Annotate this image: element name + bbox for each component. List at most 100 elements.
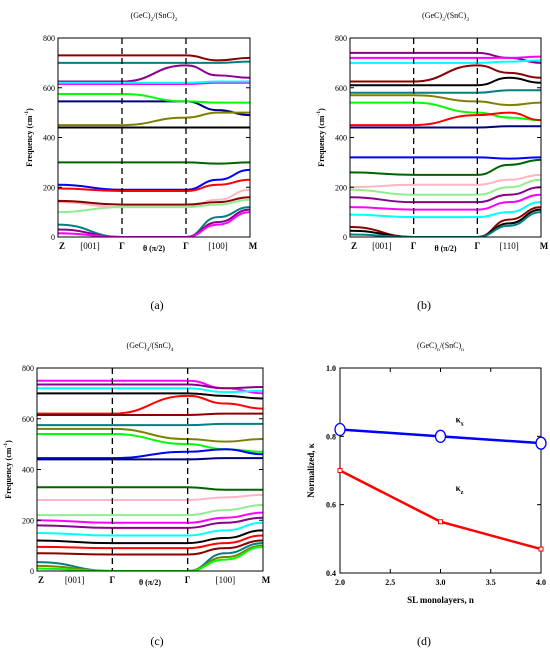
plot-frame bbox=[349, 37, 542, 238]
y-tick-label: 400 bbox=[43, 134, 55, 143]
caption-a: (a) bbox=[150, 298, 164, 312]
phonon-branch bbox=[37, 542, 263, 571]
kappa-marker bbox=[535, 436, 547, 450]
y-axis-label: Normalized, κ bbox=[306, 443, 316, 497]
x-tick-label: Γ bbox=[474, 241, 480, 251]
phonon-branch bbox=[58, 111, 250, 127]
phonon-branch bbox=[37, 383, 263, 390]
text-part: κ bbox=[456, 483, 461, 493]
y-tick-label: 400 bbox=[335, 134, 347, 143]
y-tick-label: 800 bbox=[43, 34, 55, 43]
phonon-branch bbox=[37, 529, 263, 545]
y-tick-label: 200 bbox=[22, 516, 34, 525]
phonon-branch bbox=[58, 64, 250, 83]
text-part: Frequency (cm bbox=[4, 447, 13, 499]
panel-title: (GeC)3/(SnC)3 bbox=[422, 11, 469, 23]
text-part: -1 bbox=[3, 443, 9, 448]
panel-title: (GeC)2/(SnC)2 bbox=[131, 11, 178, 23]
panel-title: (GeC)n/(SnC)n bbox=[417, 341, 464, 353]
y-tick-label: 0.4 bbox=[326, 569, 336, 578]
x-tick-label: Z bbox=[351, 241, 357, 251]
x-tick-label: θ (π/2) bbox=[139, 578, 161, 587]
text-part: -1 bbox=[24, 111, 30, 116]
x-tick-label: [100] bbox=[208, 241, 228, 251]
text-part: ) bbox=[4, 440, 13, 443]
x-tick-label: 2.5 bbox=[385, 578, 395, 587]
plot-frame bbox=[339, 367, 542, 574]
phonon-branch bbox=[37, 539, 263, 556]
phonon-branch bbox=[58, 206, 250, 237]
x-tick-label: M bbox=[249, 241, 258, 251]
phonon-branch bbox=[37, 511, 263, 524]
phonon-branch bbox=[37, 392, 263, 400]
y-axis-label: Frequency (cm-1) bbox=[316, 108, 326, 167]
phonon-branch bbox=[58, 161, 250, 165]
text-part: (GeC) bbox=[131, 11, 151, 20]
kappa-line bbox=[339, 469, 542, 551]
phonon-branch bbox=[58, 54, 250, 62]
y-tick-label: 800 bbox=[22, 364, 34, 373]
y-tick-label: 1.0 bbox=[326, 364, 336, 373]
y-axis-label: Frequency (cm-1) bbox=[3, 440, 13, 499]
x-tick-label: [100] bbox=[216, 575, 236, 585]
phonon-branch bbox=[37, 448, 263, 460]
caption-b: (b) bbox=[417, 298, 431, 312]
y-tick-label: 0 bbox=[51, 233, 55, 242]
y-tick-label: 600 bbox=[22, 415, 34, 424]
phonon-branch bbox=[37, 545, 263, 571]
kappa-marker bbox=[334, 422, 346, 437]
text-part: Frequency (cm bbox=[25, 115, 34, 167]
text-part: -1 bbox=[316, 111, 322, 116]
x-tick-label: [110] bbox=[500, 241, 519, 251]
caption-d: (d) bbox=[417, 634, 431, 648]
phonon-branch bbox=[37, 521, 263, 537]
kappa-marker bbox=[434, 429, 447, 443]
y-axis-label: Frequency (cm-1) bbox=[24, 108, 34, 167]
text-part: /(SnC) bbox=[445, 11, 467, 20]
text-part: κ bbox=[456, 415, 461, 425]
y-tick-label: 600 bbox=[335, 84, 347, 93]
phonon-branch bbox=[58, 81, 250, 86]
x-tick-label: [001] bbox=[372, 241, 392, 251]
caption-c: (c) bbox=[150, 634, 164, 648]
y-tick-label: 0.8 bbox=[326, 432, 336, 441]
x-tick-label: θ (π/2) bbox=[434, 244, 456, 253]
phonon-branch bbox=[37, 394, 263, 415]
text-part: /(SnC) bbox=[149, 341, 171, 350]
series-group bbox=[37, 379, 263, 571]
x-tick-label: θ (π/2) bbox=[143, 244, 165, 253]
text-part: 3 bbox=[466, 17, 469, 23]
x-tick-label: Γ bbox=[119, 241, 125, 251]
x-axis-label: SL monolayers, n bbox=[407, 595, 474, 605]
x-tick-label: M bbox=[262, 575, 271, 585]
text-part: Frequency (cm bbox=[317, 115, 326, 167]
phonon-branch bbox=[350, 158, 541, 176]
text-part: 2 bbox=[151, 17, 154, 23]
phonon-branch bbox=[350, 125, 541, 129]
phonon-branch bbox=[37, 493, 263, 501]
phonon-branch bbox=[58, 60, 250, 64]
phonon-branch bbox=[37, 412, 263, 416]
phonon-branch bbox=[37, 544, 263, 571]
y-tick-label: 0 bbox=[30, 567, 34, 576]
phonon-branch bbox=[58, 168, 250, 191]
x-tick-label: [001] bbox=[65, 575, 85, 585]
y-tick-label: 0.6 bbox=[326, 501, 336, 510]
phonon-branch bbox=[350, 173, 541, 189]
text-part: 4 bbox=[147, 347, 150, 353]
phonon-branch bbox=[350, 178, 541, 196]
phonon-branch bbox=[37, 486, 263, 491]
y-tick-label: 200 bbox=[43, 183, 55, 192]
phonon-branch bbox=[350, 64, 541, 83]
panel-title: (GeC)4/(SnC)4 bbox=[127, 341, 174, 353]
x-tick-label: Γ bbox=[411, 241, 417, 251]
phonon-branch bbox=[350, 208, 541, 237]
plot-frame bbox=[36, 367, 264, 572]
phonon-branch bbox=[350, 156, 541, 160]
x-tick-label: 2.0 bbox=[335, 578, 345, 587]
kappa-marker bbox=[538, 546, 544, 552]
text-part: n bbox=[461, 347, 464, 353]
